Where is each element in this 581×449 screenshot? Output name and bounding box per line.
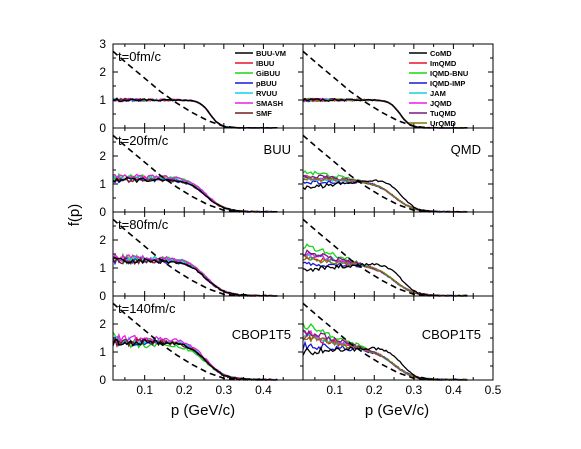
- y-tick-label: 1: [99, 345, 106, 359]
- x-tick-label: 0.2: [366, 383, 383, 397]
- series-line-pbuu: [112, 256, 278, 297]
- series-line-smf: [112, 177, 278, 213]
- reference-dashed-curve: [302, 50, 430, 129]
- series-line-iqmd-bnu: [302, 243, 468, 297]
- y-tick-label: 1: [99, 93, 106, 107]
- x-tick-label: 0.5: [485, 383, 502, 397]
- legend-label-imqmd: ImQMD: [430, 59, 457, 68]
- panel-r3-c2: [302, 218, 468, 297]
- time-label: t=80fm/c: [118, 217, 169, 232]
- reference-dashed-curve: [302, 302, 430, 381]
- series-line-iqmd-imp: [302, 340, 468, 381]
- time-label: t=20fm/c: [118, 133, 169, 148]
- legend-label-tuqmd: TuQMD: [430, 109, 457, 118]
- legend-label-smash: SMASH: [256, 99, 283, 108]
- y-tick-label: 0: [99, 121, 106, 135]
- series-line-comd: [302, 346, 468, 381]
- series-line-comd: [302, 262, 468, 297]
- legend-label-smf: SMF: [256, 109, 272, 118]
- x-tick-label: 0.3: [215, 383, 232, 397]
- y-tick-label: 1: [99, 177, 106, 191]
- x-tick-label: 0.1: [326, 383, 343, 397]
- series-line-urqmd: [302, 335, 468, 381]
- reference-dashed-curve: [112, 134, 240, 213]
- panel-label-left: CBOP1T5: [232, 327, 291, 342]
- x-tick-label: 0.4: [255, 383, 272, 397]
- reference-dashed-curve: [112, 50, 240, 129]
- y-tick-label: 2: [99, 149, 106, 163]
- reference-dashed-curve: [112, 302, 240, 381]
- y-tick-label: 0: [99, 373, 106, 387]
- y-tick-label: 0: [99, 205, 106, 219]
- x-tick-label: 0.3: [405, 383, 422, 397]
- series-line-iqmd-imp: [302, 179, 468, 213]
- x-tick-label: 0.1: [136, 383, 153, 397]
- legend-label-pbuu: pBUU: [256, 79, 277, 88]
- y-tick-label: 2: [99, 65, 106, 79]
- y-tick-label: 1: [99, 261, 106, 275]
- series-line-iqmd-imp: [302, 261, 468, 297]
- legend-label-iqmd-bnu: IQMD-BNU: [430, 69, 468, 78]
- series-line-buu-vm: [112, 176, 278, 213]
- y-tick-label: 3: [99, 37, 106, 51]
- time-label: t=140fm/c: [118, 301, 176, 316]
- legend-label-urqmd: UrQMD: [430, 119, 456, 128]
- x-axis-title-left: p (GeV/c): [171, 402, 235, 419]
- series-line-ibuu: [112, 256, 278, 297]
- plot-area: 0 1 2 3 0 1 2 0 1 2 0 1 2 0.1 0.2 0.3 0.4 0.1 0.2 0.3 0.4 0.5…: [99, 37, 501, 397]
- x-tick-label: 0.2: [176, 383, 193, 397]
- series-line-urqmd: [302, 255, 468, 297]
- x-tick-label: 0.4: [445, 383, 462, 397]
- legend-label-comd: CoMD: [430, 49, 452, 58]
- legend-label-buu-vm: BUU-VM: [256, 49, 286, 58]
- panel-label-right: QMD: [451, 142, 481, 157]
- legend-label-ibuu: IBUU: [256, 59, 274, 68]
- series-line-pbuu: [112, 176, 278, 213]
- series-line-smf: [112, 255, 278, 297]
- y-tick-label: 2: [99, 317, 106, 331]
- time-label: t=0fm/c: [118, 49, 161, 64]
- legend-label-jam: JAM: [430, 89, 446, 98]
- series-line-comd: [302, 179, 468, 213]
- reference-dashed-curve: [302, 218, 430, 297]
- y-tick-label: 0: [99, 289, 106, 303]
- series-line-buu-vm: [112, 256, 278, 297]
- legend-label-gibuu: GiBUU: [256, 69, 280, 78]
- panel-r2-c2: [302, 134, 468, 213]
- y-tick-label: 2: [99, 233, 106, 247]
- reference-dashed-curve: [112, 218, 240, 297]
- legend-label-iqmd-imp: IQMD-IMP: [430, 79, 465, 88]
- legend-label-rvuu: RVUU: [256, 89, 277, 98]
- panel-r1-c1: [112, 50, 278, 129]
- y-axis-title: f(p): [66, 204, 83, 227]
- panel-label-right: CBOP1T5: [422, 327, 481, 342]
- reference-dashed-curve: [302, 134, 430, 213]
- panel-r4-c1: [112, 302, 278, 381]
- x-axis-title-right: p (GeV/c): [365, 402, 429, 419]
- legend-label-jqmd: JQMD: [430, 99, 452, 108]
- panel-label-left: BUU: [264, 142, 291, 157]
- series-line-buu-vm: [112, 338, 278, 381]
